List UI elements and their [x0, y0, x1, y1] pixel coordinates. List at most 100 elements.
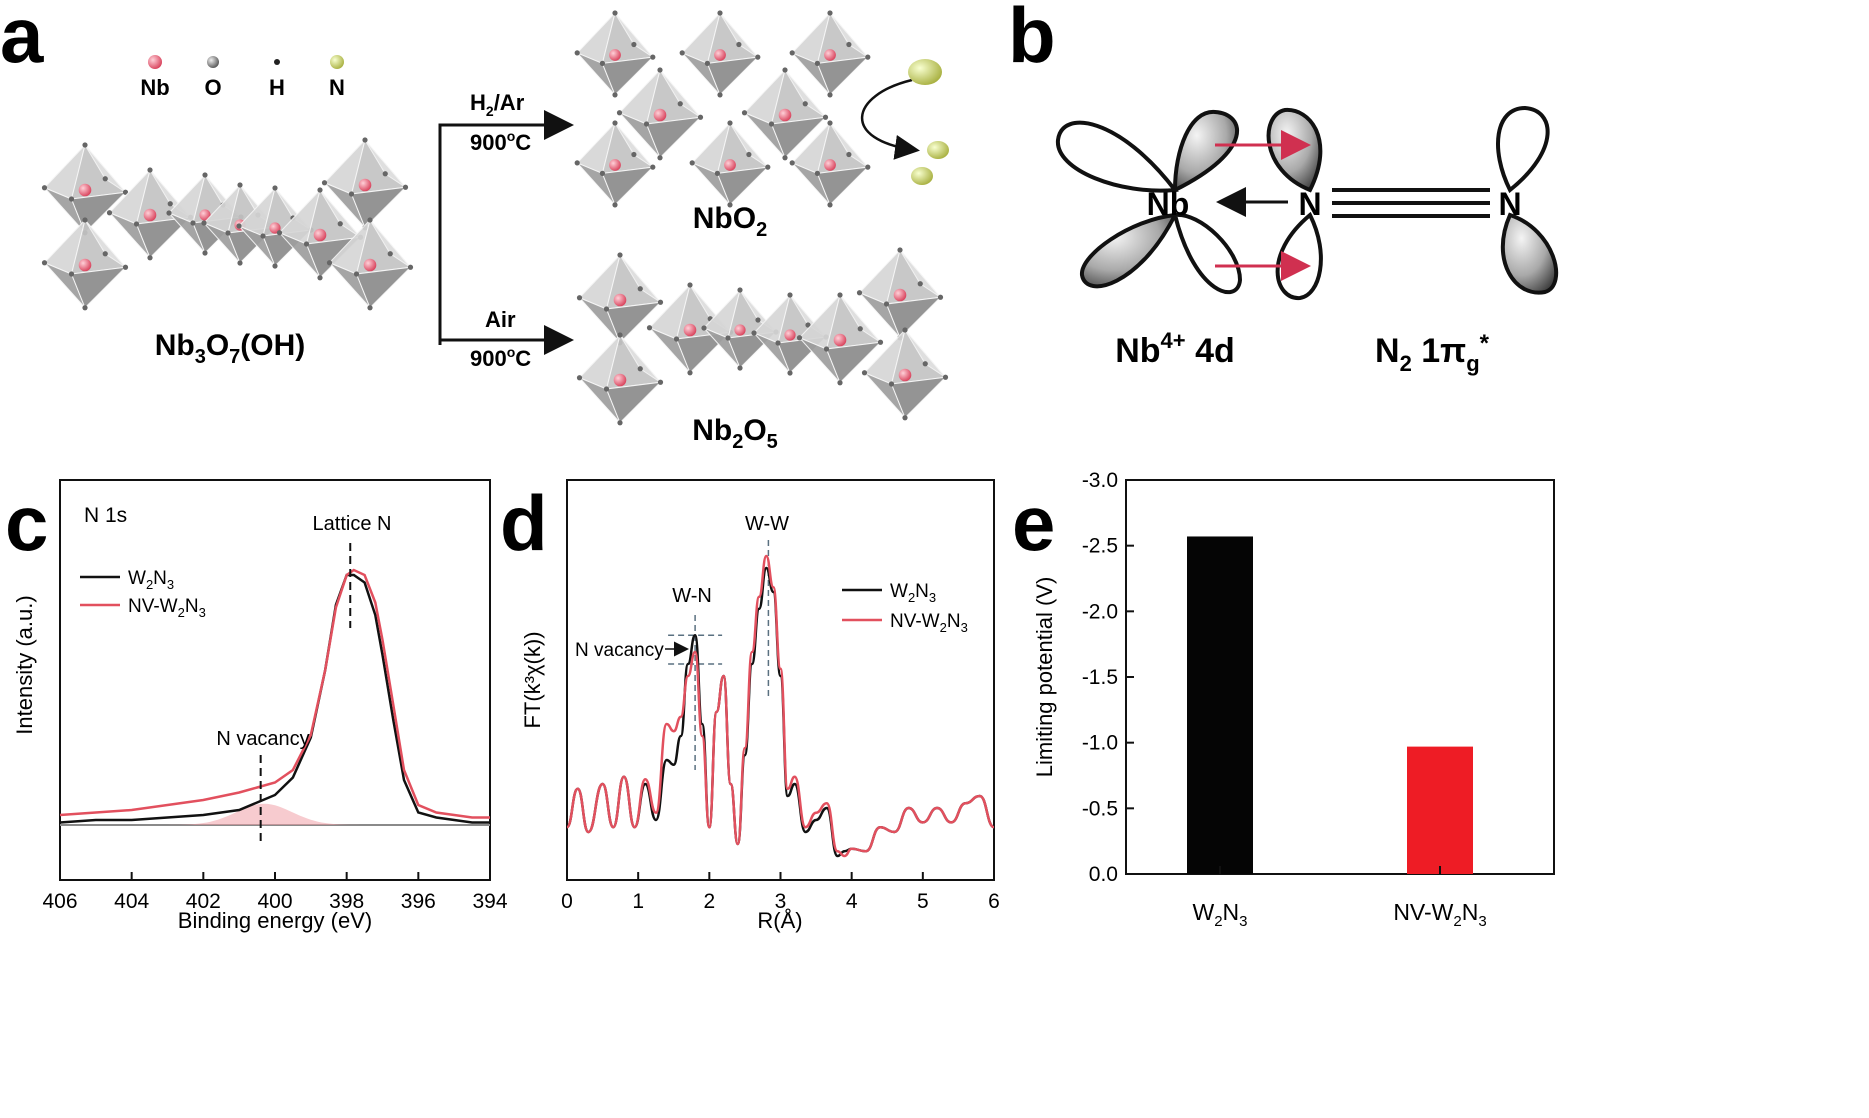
octahedron [679, 10, 761, 98]
octahedron [574, 10, 656, 98]
legend-label-nvw2n3-d: NV-W2N3 [890, 611, 968, 635]
x-tick-label: 4 [846, 890, 858, 913]
y-axis-e: 0.0 -0.5 -1.0 -1.5 -2.0 -2.5 -3.0 [1082, 469, 1134, 886]
x-tick-label: 394 [472, 890, 507, 913]
nbo2-formula: NbO2 [693, 202, 767, 241]
octahedron [689, 120, 771, 208]
panel-e: e 0.0 -0.5 -1.0 -1.5 -2.0 -2.5 -3.0 W2N3 NV-W2N… [1012, 469, 1555, 930]
nb-atom [734, 324, 746, 336]
legend-h-label: H [269, 75, 285, 100]
nb-atom [683, 323, 697, 337]
nbo2-structure [574, 10, 871, 208]
y-tick-label: -2.0 [1082, 600, 1118, 623]
octahedron [861, 327, 949, 421]
x-tick-label: 396 [401, 890, 436, 913]
y-tick-label: -1.5 [1082, 666, 1118, 689]
octahedron [741, 67, 829, 161]
octahedron [576, 332, 664, 426]
x-axis-label-c: Binding energy (eV) [178, 908, 372, 933]
panel-label-c: c [5, 479, 48, 567]
octahedron [574, 120, 656, 208]
x-tick-label: 402 [186, 890, 221, 913]
n-vacancy-annotation: N vacancy [216, 728, 309, 750]
atom-n-left: N [1298, 186, 1321, 222]
octahedron [616, 67, 704, 161]
nb-atom [833, 333, 847, 347]
n1s-title: N 1s [84, 504, 127, 527]
x-tick-label: 0 [561, 890, 573, 913]
top-arrow-gas: H2/Ar [470, 90, 525, 119]
nb-atom [609, 159, 621, 171]
nb-atom [78, 183, 92, 197]
panel-c: c 406 404 402 400 398 396 394 N 1s Lattice N N… [5, 479, 508, 933]
nb-atom [609, 49, 621, 61]
x-tick-label: 3 [775, 890, 787, 913]
x-axis-c: 406 404 402 400 398 396 394 [42, 872, 508, 913]
bars-e [1187, 536, 1473, 874]
atom-n-right: N [1498, 186, 1521, 222]
nb-atom [724, 159, 736, 171]
legend-o-dot [207, 56, 219, 68]
panel-label-d: d [500, 479, 548, 567]
octahedron [41, 217, 129, 311]
panel-a: a Nb O H N Nb3O7(OH) H2/Ar 900oC Air 900… [0, 0, 949, 453]
bar-W2N3 [1187, 536, 1253, 874]
panel-label-a: a [0, 0, 44, 79]
legend-nb-dot [148, 55, 162, 69]
nb-lobe-lower-left [1080, 212, 1179, 289]
octahedron [326, 217, 414, 311]
n-vacancy-component [60, 803, 490, 825]
octahedron [796, 292, 884, 386]
nb2o5-formula: Nb2O5 [692, 414, 778, 453]
n-lobe-upper-right [1496, 105, 1550, 194]
series-group-d [565, 554, 995, 858]
x-tick-label: 404 [114, 890, 149, 913]
nb-orbital-label: Nb4+ 4d [1115, 328, 1235, 370]
atom-nb: Nb [1147, 186, 1190, 222]
legend-label-w2n3-c: W2N3 [128, 568, 174, 592]
guides-d [668, 540, 770, 770]
n2-orbital-label: N2 1πg* [1375, 330, 1490, 376]
x-tick-label: 398 [329, 890, 364, 913]
series-line-W2N3 [59, 573, 490, 824]
y-tick-label: -3.0 [1082, 469, 1118, 492]
nb-atom [898, 368, 912, 382]
legend-n-dot [330, 55, 344, 69]
x-axis-label-d: R(Å) [757, 908, 802, 933]
nb-atom [613, 373, 627, 387]
panel-b: b Nb N N Nb4+ 4d N2 1πg* [1008, 0, 1559, 376]
x-axis-e: W2N3 NV-W2N3 [1192, 866, 1487, 930]
x-axis-d: 0 1 2 3 4 5 6 [561, 872, 1000, 913]
deconvolution-fill [60, 803, 490, 826]
panel-label-b: b [1008, 0, 1056, 79]
n2-curve-arrow [860, 78, 920, 160]
nb-atom [363, 258, 377, 272]
bar-NV-W2N3 [1407, 746, 1473, 874]
y-tick-label: -2.5 [1082, 535, 1118, 558]
legend-o-label: O [204, 75, 221, 100]
reaction-arrow-top [438, 110, 574, 345]
nb-atom [143, 208, 157, 222]
panel-d: d 0 1 2 3 4 5 6 W-W W-N N vacancy W2N3 NV-W2N3… [500, 479, 1000, 933]
nb-atom [313, 228, 327, 242]
y-axis-label-c: Intensity (a.u.) [12, 595, 37, 734]
series-group-c [59, 568, 490, 824]
lattice-n-annotation: Lattice N [313, 513, 392, 535]
legend-label-nvw2n3-c: NV-W2N3 [128, 596, 206, 620]
n2-molecule-free [908, 59, 942, 85]
nb-lobe-lower-right [1172, 212, 1243, 295]
legend-label-w2n3-d: W2N3 [890, 581, 936, 605]
octahedron [789, 120, 871, 208]
nb-atom [893, 288, 907, 302]
octahedron [856, 247, 944, 341]
x-tick-label: 400 [257, 890, 292, 913]
y-axis-label-e: Limiting potential (V) [1032, 577, 1057, 778]
atom-legend: Nb O H N [140, 55, 345, 100]
octahedron [789, 10, 871, 98]
reactant-formula: Nb3O7(OH) [155, 329, 306, 368]
x-tick-label: 1 [632, 890, 644, 913]
x-tick-label: 6 [988, 890, 1000, 913]
w-w-annotation: W-W [745, 513, 789, 535]
nb-atom [714, 49, 726, 61]
x-category-label: W2N3 [1192, 899, 1247, 930]
